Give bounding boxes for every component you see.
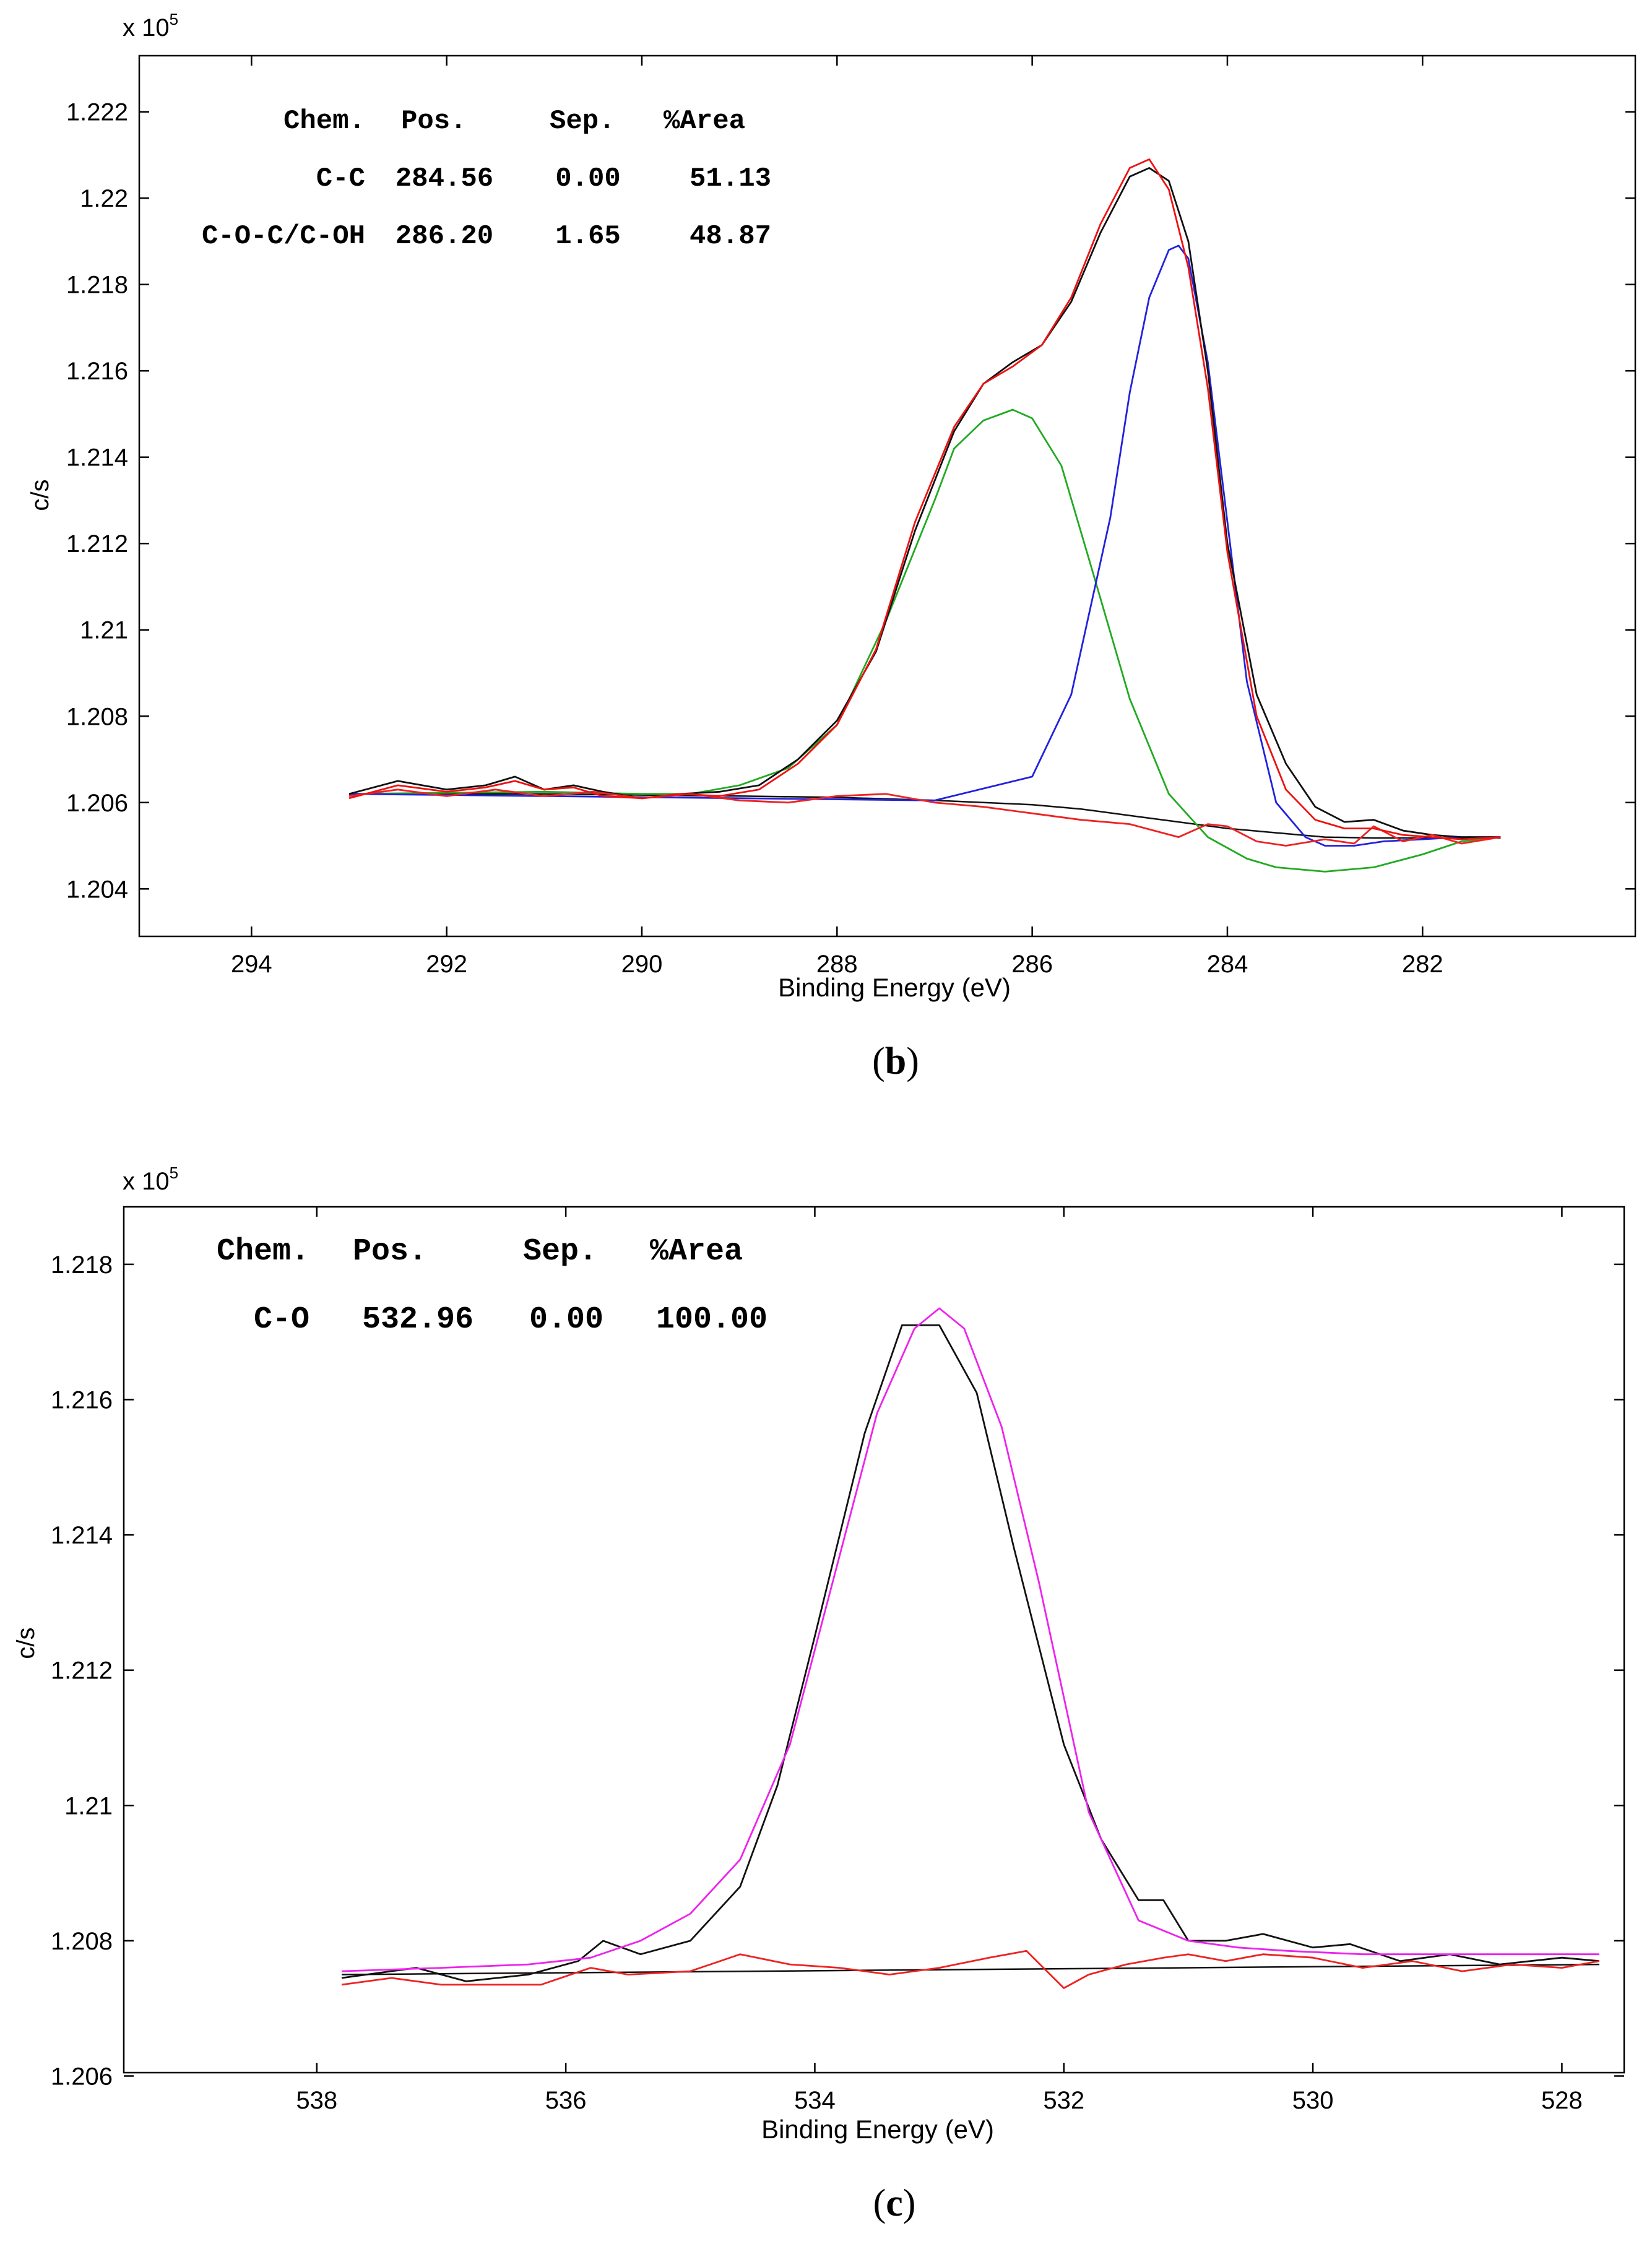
- x-axis-label: Binding Energy (eV): [761, 2115, 994, 2144]
- x-tick-label: 282: [1402, 951, 1443, 978]
- series-residual-line: [341, 1950, 1600, 1989]
- x-tick-label: 286: [1011, 951, 1053, 978]
- peak-table: Chem. Pos. Sep. %Area C-O 532.96 0.00 100.00: [217, 1234, 768, 1337]
- table-cell: C-O-C/C-OH: [202, 221, 365, 252]
- plot-frame: [123, 1206, 1625, 2074]
- series-background-line: [349, 793, 1501, 839]
- x-tick-label: 284: [1207, 951, 1248, 978]
- x-tick-label: 532: [1043, 2087, 1084, 2114]
- y-tick-label: 1.214: [51, 1522, 113, 1549]
- x-axis-label: Binding Energy (eV): [778, 973, 1011, 1002]
- series-peak1-line: [348, 244, 1501, 847]
- x-tick-label: 534: [794, 2087, 836, 2114]
- chart-panel-c: 538 536 534 532 530 528 1.206 1.208 1.21 1.212 1.2…: [12, 1164, 1625, 2224]
- panel-caption: (b): [872, 1040, 919, 1082]
- y-tick-label: 1.218: [51, 1251, 113, 1279]
- chart-panel-b: 294 292 290 288 286 284 282 1.204 1.206 1.208 1.21…: [27, 10, 1637, 1082]
- series-envelope-line: [341, 1307, 1599, 1972]
- table-cell: 1.65: [555, 221, 621, 252]
- tick-labels: 538 536 534 532 530 528 1.206 1.208 1.21 1.212 1.2…: [51, 1251, 1583, 2114]
- x-tick-label: 290: [621, 951, 663, 978]
- x-tick-label: 288: [816, 951, 858, 978]
- table-cell: 284.56: [396, 163, 493, 194]
- table-cell: C-O: [254, 1302, 309, 1337]
- table-cell: 51.13: [690, 163, 771, 194]
- y-tick-label: 1.22: [80, 185, 128, 212]
- plot-frame: [138, 54, 1637, 938]
- y-tick-label: 1.206: [66, 790, 128, 817]
- x-tick-label: 528: [1541, 2087, 1583, 2114]
- y-tick-label: 1.218: [66, 272, 128, 299]
- table-cell: 532.96: [362, 1302, 474, 1337]
- curves: [348, 158, 1501, 873]
- table-cell: C-C: [316, 163, 365, 194]
- x-tick-label: 530: [1292, 2087, 1334, 2114]
- y-tick-label: 1.216: [51, 1386, 113, 1414]
- y-tick-label: 1.204: [66, 876, 128, 903]
- y-tick-label: 1.212: [66, 530, 128, 558]
- panel-caption: (c): [873, 2182, 916, 2224]
- series-data-line: [341, 1324, 1599, 1982]
- peak-table: Chem. Pos. Sep. %Area C-C 284.56 0.00 51.13 C-O-…: [202, 106, 771, 252]
- y-tick-label: 1.222: [66, 99, 128, 126]
- table-header: %Area: [650, 1234, 743, 1269]
- y-tick-label: 1.208: [51, 1928, 113, 1955]
- y-tick-label: 1.216: [66, 358, 128, 385]
- table-header: Sep.: [523, 1234, 597, 1269]
- table-header: Pos.: [353, 1234, 427, 1269]
- axis-ticks: [139, 56, 1635, 936]
- y-tick-label: 1.214: [66, 444, 128, 472]
- y-tick-label: 1.212: [51, 1657, 113, 1685]
- y-scale-factor: x 105: [123, 10, 178, 41]
- table-cell: 0.00: [555, 163, 621, 194]
- table-cell: 0.00: [529, 1302, 603, 1337]
- table-header: Pos.: [401, 106, 467, 137]
- table-header: Sep.: [550, 106, 615, 137]
- axis-ticks: [124, 1207, 1624, 2077]
- table-cell: 100.00: [656, 1302, 768, 1337]
- x-tick-label: 538: [296, 2087, 337, 2114]
- series-background-line: [341, 1963, 1599, 1975]
- x-tick-label: 536: [545, 2087, 587, 2114]
- curves: [341, 1307, 1600, 1989]
- series-envelope-line: [348, 158, 1501, 840]
- x-tick-label: 294: [231, 951, 272, 978]
- table-header: Chem.: [217, 1234, 309, 1269]
- table-cell: 286.20: [396, 221, 493, 252]
- y-tick-label: 1.21: [64, 1792, 113, 1820]
- series-peak2-line: [348, 408, 1501, 873]
- x-tick-label: 292: [426, 951, 467, 978]
- y-tick-label: 1.206: [51, 2063, 113, 2090]
- y-axis-label: c/s: [27, 479, 54, 511]
- y-tick-label: 1.21: [80, 617, 128, 644]
- series-data-line: [348, 166, 1501, 838]
- y-tick-label: 1.208: [66, 703, 128, 730]
- series-residual-line: [348, 788, 1501, 847]
- table-header: Chem.: [283, 106, 365, 137]
- tick-labels: 294 292 290 288 286 284 282 1.204 1.206 1.208 1.21…: [66, 99, 1443, 978]
- table-cell: 48.87: [690, 221, 771, 252]
- y-axis-label: c/s: [12, 1627, 40, 1659]
- y-scale-factor: x 105: [123, 1164, 178, 1195]
- table-header: %Area: [664, 106, 745, 137]
